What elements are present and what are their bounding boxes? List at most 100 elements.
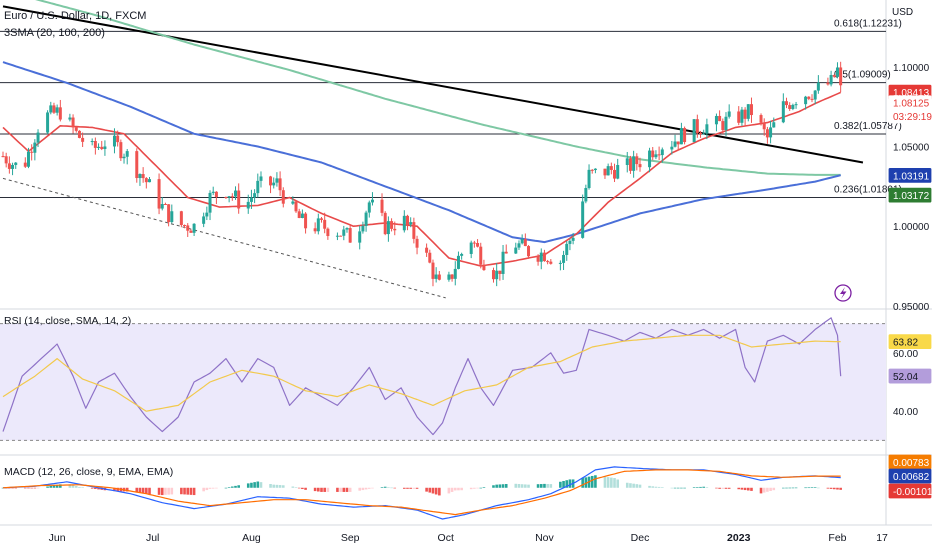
macd-histogram-bar (680, 487, 683, 489)
candle-body (498, 270, 502, 274)
candle-body (167, 204, 171, 223)
macd-histogram-bar (74, 486, 78, 488)
trendline-resistance (2, 5, 864, 164)
candle-body (699, 132, 703, 135)
rsi-sma-tag: 63.82 (888, 334, 932, 350)
macd-histogram-bar (46, 486, 49, 488)
candle-body (523, 239, 527, 247)
sma-legend[interactable]: 3SMA (20, 100, 200) (4, 27, 105, 39)
candle-body (278, 178, 282, 191)
candle-body (476, 243, 480, 247)
macd-histogram-bar (234, 485, 237, 488)
candle-body (227, 196, 231, 198)
candle-body (163, 203, 167, 205)
candle-body (816, 82, 820, 91)
candle-body (272, 182, 276, 186)
macd-histogram-bar (431, 487, 435, 494)
rsi-line (2, 317, 842, 436)
candle-body (657, 154, 661, 156)
macd-histogram-bar (371, 487, 374, 489)
macd-histogram-bar (794, 487, 798, 489)
macd-histogram-bar (476, 487, 479, 489)
macd-histogram-bar (90, 487, 94, 489)
candle-body (320, 218, 323, 220)
macd-histogram-bar (750, 487, 753, 491)
macd-histogram-bar (766, 487, 769, 492)
macd-histogram-bar (826, 487, 830, 489)
time-axis-tick-label: Aug (242, 532, 261, 544)
macd-histogram-bar (718, 487, 721, 489)
trendlines[interactable] (2, 5, 864, 299)
macd-histogram-bar (447, 487, 451, 494)
rsi-sma-tag-box (888, 334, 932, 350)
macd-histogram-bar (202, 487, 205, 492)
macd-histogram-bar (278, 485, 282, 488)
macd-histogram-bar (705, 487, 709, 488)
macd-histogram-bar (654, 486, 658, 488)
macd-histogram-bar (49, 485, 53, 488)
macd-histogram-bar (304, 487, 307, 490)
fib-level-label: 0.382(1.05787) (834, 121, 902, 132)
macd-histogram-bar (135, 487, 139, 493)
macd-histogram-bar (594, 475, 597, 488)
candle-body (46, 112, 50, 133)
macd-histogram-bar (473, 487, 476, 489)
candle-body (342, 229, 346, 236)
macd-histogram-bar (562, 480, 565, 488)
macd-histogram-bar (498, 484, 502, 488)
candle-body (361, 225, 365, 232)
candle-body (58, 107, 62, 120)
macd-histogram-bar (323, 487, 326, 492)
macd-histogram-bar (603, 476, 607, 488)
macd-histogram-bar (565, 480, 569, 488)
macd-histogram-bar (269, 484, 272, 488)
candle-body (590, 169, 594, 171)
candle-body (141, 174, 145, 179)
macd-histogram-bar (180, 487, 183, 495)
macd-histogram-bar (367, 487, 371, 489)
fibonacci-levels[interactable]: 0.618(1.12231) 0.5(1.09009) 0.382(1.05787)… (0, 18, 902, 198)
macd-histogram-bar (791, 487, 795, 489)
candle-body (456, 255, 460, 269)
macd-histogram-bar (546, 484, 549, 488)
price-tag-text: 1.08125 (893, 99, 930, 110)
alert-flash-icon[interactable] (834, 284, 852, 302)
macd-histogram-bar (724, 487, 728, 489)
macd-histogram-bar (629, 483, 632, 488)
candle-body (514, 247, 518, 254)
macd-histogram-bar (183, 487, 186, 495)
macd-legend[interactable]: MACD (12, 26, close, 9, EMA, EMA) (4, 466, 173, 478)
candle-body (348, 228, 352, 243)
macd-histogram-bar (320, 487, 323, 492)
currency-label: USD (892, 7, 913, 18)
macd-histogram-bar (361, 487, 365, 491)
macd-histogram-bar (383, 486, 387, 488)
macd-histogram-bar (625, 482, 629, 488)
macd-histogram-bar (759, 487, 763, 494)
price-tag: 1.08125 (888, 95, 932, 111)
macd-histogram-bar (97, 487, 100, 490)
rsi-legend[interactable]: RSI (14, close, SMA, 14, 2) (4, 315, 131, 327)
candle-body (144, 178, 148, 183)
candle-body (49, 105, 53, 113)
candle-body (692, 119, 696, 143)
macd-histogram-bar (246, 483, 250, 488)
candle-body (211, 191, 215, 193)
candle-body (517, 243, 521, 248)
macd-histogram-bar (606, 477, 610, 488)
candle-body (568, 240, 572, 244)
candle-body (249, 197, 253, 202)
macd-histogram-bar (387, 487, 390, 488)
macd-histogram-bar (59, 484, 62, 488)
candle-body (100, 146, 104, 150)
macd-histogram-bar (148, 487, 151, 495)
macd-histogram-bar (336, 487, 339, 492)
candle-body (670, 146, 674, 150)
symbol-title[interactable]: Euro / U.S. Dollar, 1D, FXCM (4, 10, 146, 22)
candle-body (7, 163, 11, 169)
macd-histogram-bar (457, 487, 460, 491)
macd-tag: -0.00101 (888, 483, 932, 499)
candle-body (97, 146, 101, 148)
